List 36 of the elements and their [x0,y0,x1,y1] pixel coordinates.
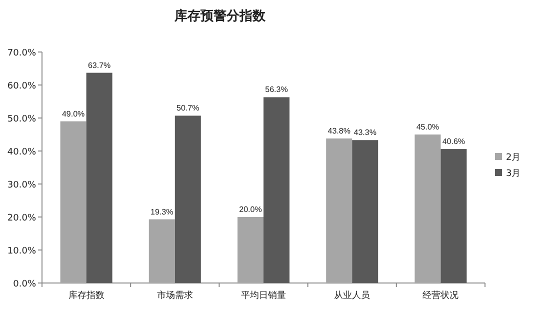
chart-title: 库存预警分指数 [174,8,266,24]
data-label: 20.0% [239,205,262,214]
y-tick-label: 0.0% [13,280,36,290]
y-tick-label: 70.0% [7,48,36,58]
data-label: 19.3% [150,207,174,216]
data-label: 56.3% [265,85,288,94]
bar [264,97,290,283]
y-tick-label: 50.0% [7,114,36,124]
data-label: 49.0% [62,109,85,118]
legend-label: 2月 [506,153,521,163]
x-tick-label: 库存指数 [68,290,104,301]
x-tick-label: 平均日销量 [241,290,286,301]
x-tick-label: 经营状况 [422,290,459,301]
bar [238,217,264,283]
data-label: 63.7% [88,60,111,70]
bar [174,116,201,283]
y-tick-label: 10.0% [7,246,36,256]
bar [60,121,86,283]
bar [148,219,175,283]
bar [86,72,112,283]
y-tick-label: 20.0% [7,214,36,224]
bar [352,140,378,283]
data-label: 50.7% [176,104,200,113]
bar [414,134,441,283]
data-label: 43.3% [354,128,376,138]
data-label: 40.6% [442,137,466,146]
bar [440,149,467,283]
legend-label: 3月 [506,169,521,179]
y-tick-label: 40.0% [7,148,36,158]
x-tick-label: 市场需求 [156,290,193,301]
data-label: 45.0% [416,122,440,132]
bar [326,138,352,283]
data-label: 43.8% [328,126,350,136]
x-tick-label: 从业人员 [334,290,370,301]
y-tick-label: 30.0% [7,180,36,190]
y-tick-label: 60.0% [7,82,36,92]
